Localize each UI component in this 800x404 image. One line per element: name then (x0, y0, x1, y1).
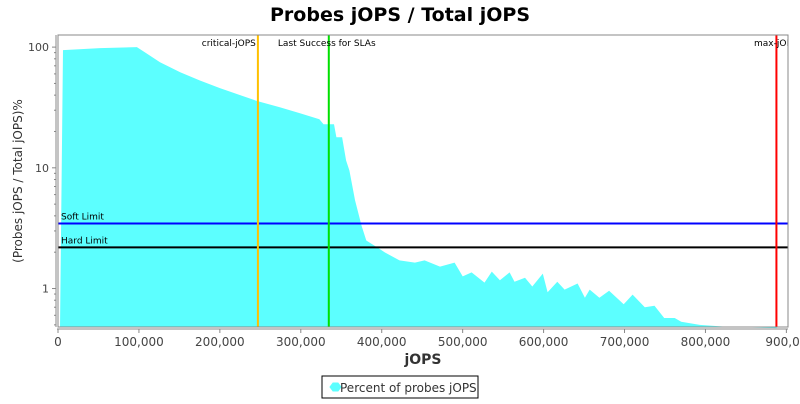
x-tick-label: 0 (54, 335, 62, 349)
y-tick-label: 10 (35, 162, 49, 175)
hline-label-1: Hard Limit (61, 236, 108, 246)
x-tick-label: 800,000 (681, 335, 731, 349)
vline-label-2: max-jOPS (754, 39, 798, 49)
x-tick-label: 900,00 (765, 335, 800, 349)
area-series (60, 47, 777, 329)
y-tick-label: 1 (42, 283, 49, 296)
y-axis-label: (Probes jOPS / Total jOPS)% (11, 99, 25, 263)
x-tick-label: 200,000 (195, 335, 245, 349)
x-tick-label: 300,000 (276, 335, 326, 349)
legend-marker (329, 382, 342, 392)
plot-area: Soft Limit Hard Limit critical-jOPS Last Su… (28, 34, 800, 349)
x-tick-label: 100,000 (114, 335, 164, 349)
vline-label-0: critical-jOPS (202, 39, 256, 49)
x-axis-label: jOPS (403, 352, 441, 368)
y-tick-label: 100 (28, 41, 49, 54)
hline-label-0: Soft Limit (61, 212, 104, 222)
x-tick-label: 700,000 (600, 335, 650, 349)
legend-label: Percent of probes jOPS (340, 381, 477, 395)
plot-border (57, 34, 789, 328)
x-tick-label: 600,000 (519, 335, 569, 349)
chart-title: Probes jOPS / Total jOPS (270, 4, 530, 26)
legend: Percent of probes jOPS (321, 375, 479, 399)
vline-label-1: Last Success for SLAs (278, 39, 376, 49)
x-tick-label: 400,000 (357, 335, 407, 349)
x-tick-label: 500,000 (438, 335, 488, 349)
